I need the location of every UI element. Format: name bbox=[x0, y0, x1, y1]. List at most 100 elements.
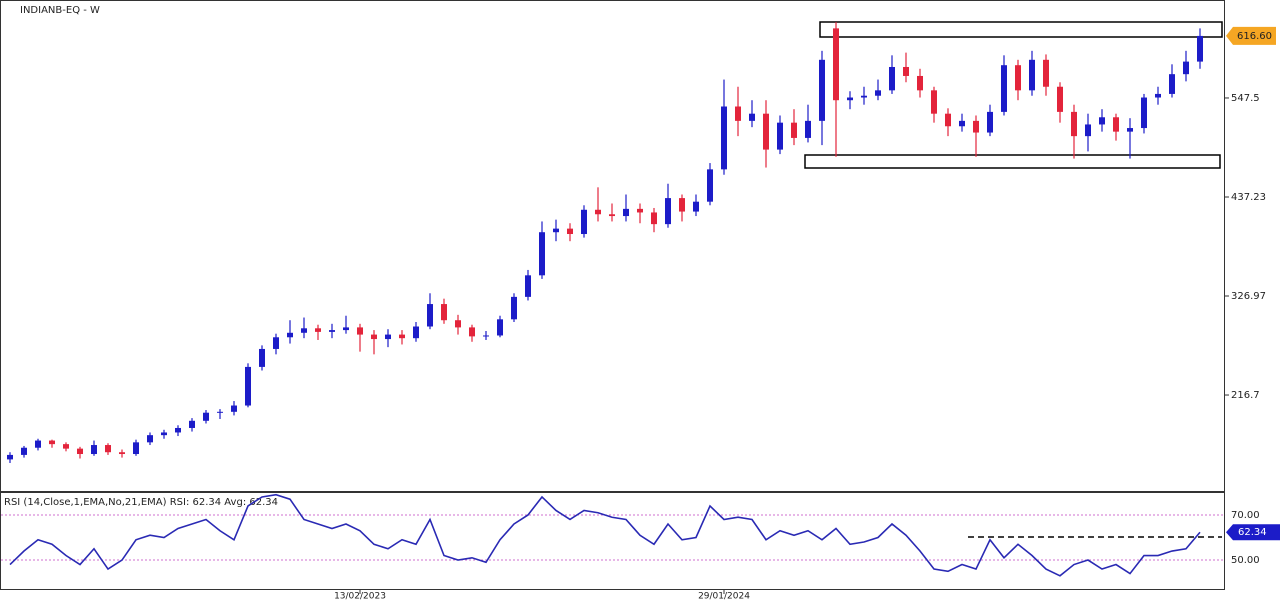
candle-body bbox=[889, 66, 895, 91]
candle-body bbox=[1197, 35, 1203, 62]
rsi-panel bbox=[0, 492, 1225, 590]
candle-body bbox=[847, 97, 853, 101]
candle-body bbox=[651, 212, 657, 225]
candle-body bbox=[749, 113, 755, 121]
x-tick-label: 13/02/2023 bbox=[334, 592, 386, 602]
candle-body bbox=[1057, 86, 1063, 112]
candle-body bbox=[371, 334, 377, 340]
candle-body bbox=[525, 275, 531, 297]
x-tick-label: 29/01/2024 bbox=[698, 592, 750, 602]
y-tick-label: 70.00 bbox=[1231, 510, 1260, 521]
rsi-title: RSI (14,Close,1,EMA,No,21,EMA) RSI: 62.3… bbox=[4, 497, 278, 508]
candle-body bbox=[1071, 111, 1077, 137]
candle-body bbox=[1001, 65, 1007, 112]
candle-body bbox=[1043, 59, 1049, 87]
candle-body bbox=[497, 319, 503, 336]
candle-body bbox=[217, 411, 223, 413]
candle-body bbox=[511, 296, 517, 320]
candle-body bbox=[623, 208, 629, 217]
candle-body bbox=[917, 75, 923, 91]
candle-body bbox=[987, 111, 993, 133]
candle-body bbox=[1099, 117, 1105, 125]
candle-body bbox=[539, 232, 545, 276]
candle-body bbox=[35, 440, 41, 448]
candle-body bbox=[105, 445, 111, 453]
candle-body bbox=[161, 432, 167, 436]
candle-body bbox=[707, 169, 713, 202]
price-tag bbox=[1226, 26, 1276, 45]
candle-body bbox=[385, 334, 391, 340]
candle-body bbox=[1113, 117, 1119, 132]
candle-body bbox=[861, 95, 867, 98]
candle-body bbox=[329, 330, 335, 332]
candle-body bbox=[1085, 124, 1091, 137]
candle-body bbox=[805, 120, 811, 138]
candle-body bbox=[931, 90, 937, 114]
candle-body bbox=[245, 366, 251, 406]
candle-body bbox=[875, 90, 881, 96]
candle-body bbox=[427, 304, 433, 327]
candle-body bbox=[595, 209, 601, 215]
candle-body bbox=[693, 201, 699, 212]
candle-body bbox=[1155, 93, 1161, 98]
chart-title: INDIANB-EQ - W bbox=[20, 5, 100, 16]
candle-body bbox=[133, 442, 139, 455]
candle-body bbox=[147, 435, 153, 443]
candle-body bbox=[469, 327, 475, 337]
candle-body bbox=[483, 335, 489, 337]
candle-body bbox=[791, 122, 797, 138]
rsi-tag bbox=[1226, 524, 1280, 541]
candle-body bbox=[441, 304, 447, 321]
rsi-line bbox=[9, 493, 1201, 577]
candle-body bbox=[637, 208, 643, 213]
candle-body bbox=[21, 447, 27, 455]
y-tick-label: 50.00 bbox=[1231, 555, 1260, 566]
candle-body bbox=[567, 228, 573, 235]
candle-body bbox=[231, 405, 237, 412]
candle-body bbox=[203, 412, 209, 421]
candle-body bbox=[833, 28, 839, 101]
candle-body bbox=[903, 66, 909, 76]
resistance-box bbox=[819, 21, 1223, 38]
candle-body bbox=[259, 348, 265, 367]
candle-body bbox=[455, 320, 461, 328]
candle-body bbox=[175, 427, 181, 433]
candle-body bbox=[63, 444, 69, 449]
candle-body bbox=[413, 326, 419, 339]
candle-body bbox=[777, 122, 783, 150]
y-tick-label: 547.5 bbox=[1231, 93, 1260, 104]
y-tick-label: 216.7 bbox=[1231, 390, 1260, 401]
candle-body bbox=[665, 198, 671, 225]
candle-body bbox=[119, 452, 125, 455]
candle-body bbox=[273, 337, 279, 349]
candle-body bbox=[581, 209, 587, 235]
price-panel bbox=[0, 0, 1225, 492]
candle-body bbox=[973, 120, 979, 133]
support-box bbox=[804, 154, 1221, 169]
candle-body bbox=[7, 454, 13, 460]
candle-body bbox=[315, 328, 321, 332]
candle-body bbox=[1169, 74, 1175, 94]
candle-body bbox=[945, 113, 951, 127]
candle-body bbox=[189, 420, 195, 428]
candle-body bbox=[1183, 61, 1189, 75]
candle-body bbox=[343, 327, 349, 331]
candle-body bbox=[287, 332, 293, 338]
candle-body bbox=[399, 334, 405, 339]
candle-body bbox=[819, 59, 825, 121]
candle-body bbox=[1029, 59, 1035, 91]
candle-body bbox=[1141, 97, 1147, 129]
candle-body bbox=[735, 106, 741, 121]
candle-body bbox=[959, 120, 965, 127]
candle-body bbox=[357, 327, 363, 335]
candle-body bbox=[763, 113, 769, 150]
candle-body bbox=[77, 448, 83, 455]
y-tick-label: 437.23 bbox=[1231, 192, 1266, 203]
candle-body bbox=[1015, 65, 1021, 91]
y-tick-label: 326.97 bbox=[1231, 291, 1266, 302]
candle-body bbox=[609, 214, 615, 217]
rsi-tag-label: 62.34 bbox=[1238, 527, 1267, 538]
candle-body bbox=[553, 228, 559, 233]
candle-body bbox=[1127, 128, 1133, 132]
